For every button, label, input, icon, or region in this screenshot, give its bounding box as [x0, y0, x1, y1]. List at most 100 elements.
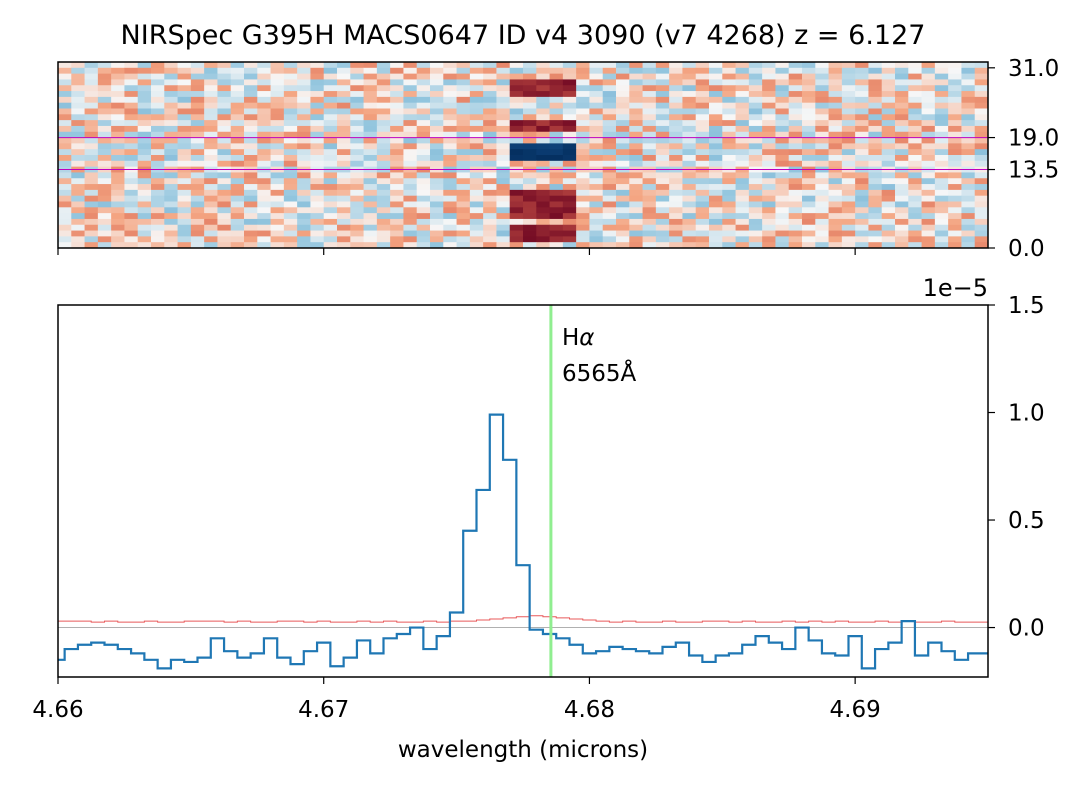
- heatmap-cell: [921, 91, 936, 98]
- heatmap-cell: [204, 79, 218, 86]
- heatmap-cell: [350, 114, 364, 121]
- heatmap-cell: [695, 236, 710, 243]
- heatmap-cell: [629, 155, 643, 162]
- heatmap-cell: [430, 143, 444, 150]
- heatmap-cell: [815, 108, 829, 115]
- heatmap-cell: [363, 213, 378, 220]
- heatmap-cell: [815, 207, 829, 214]
- heatmap-cell: [337, 137, 351, 144]
- heatmap-cell: [151, 236, 165, 243]
- heatmap-cell: [735, 172, 750, 179]
- heatmap-cell: [297, 125, 311, 133]
- heatmap-cell: [270, 218, 285, 226]
- heatmap-cell: [655, 62, 670, 69]
- heatmap-cell: [257, 114, 271, 121]
- heatmap-cell: [230, 85, 245, 92]
- heatmap-cell: [97, 155, 112, 162]
- heatmap-cell: [270, 207, 285, 214]
- heatmap-cell: [390, 189, 404, 197]
- heatmap-cell: [58, 85, 72, 92]
- heatmap-cell: [629, 149, 643, 156]
- heatmap-cell: [97, 79, 112, 86]
- heatmap-cell: [416, 108, 431, 115]
- heatmap-cell: [297, 102, 311, 109]
- heatmap-cell: [496, 62, 511, 69]
- heatmap-cell: [855, 120, 869, 127]
- heatmap-cell: [190, 91, 205, 98]
- heatmap-cell: [948, 67, 962, 75]
- heatmap-cell: [576, 108, 590, 115]
- heatmap-cell: [921, 178, 936, 185]
- heatmap-cell: [855, 131, 869, 138]
- heatmap-cell: [948, 91, 962, 98]
- heatmap-cell: [310, 125, 325, 133]
- heatmap-cell: [390, 73, 404, 80]
- heatmap-cell: [283, 242, 298, 249]
- heatmap-cell: [762, 201, 776, 208]
- heatmap-cell: [376, 131, 391, 138]
- heatmap-cell: [164, 242, 178, 249]
- heatmap-cell: [602, 114, 617, 121]
- heatmap-cell: [244, 160, 258, 168]
- heatmap-cell: [323, 189, 338, 197]
- heatmap-cell: [775, 242, 790, 249]
- heatmap-cell: [695, 67, 710, 75]
- heatmap-cell: [828, 125, 843, 133]
- heatmap-cell: [828, 178, 843, 185]
- heatmap-cell: [151, 242, 165, 249]
- heatmap-cell: [841, 224, 856, 231]
- heatmap-cell: [921, 189, 936, 197]
- heatmap-cell: [111, 85, 125, 92]
- heatmap-cell: [297, 108, 311, 115]
- heatmap-cell: [257, 155, 271, 162]
- heatmap-cell: [549, 108, 564, 115]
- heatmap-cell: [58, 73, 72, 80]
- heatmap-cell: [828, 62, 843, 69]
- heatmap-cell: [908, 149, 922, 156]
- heatmap-cell: [137, 201, 152, 208]
- heatmap-cell: [58, 178, 72, 185]
- heatmap-cell: [735, 149, 750, 156]
- heatmap-cell: [562, 79, 577, 86]
- heatmap-cell: [855, 218, 869, 226]
- heatmap-cell: [695, 155, 710, 162]
- heatmap-cell: [802, 85, 816, 92]
- heatmap-cell: [775, 114, 790, 121]
- heatmap-cell: [629, 114, 643, 121]
- heatmap-cell: [828, 160, 843, 168]
- heatmap-cell: [164, 62, 178, 69]
- spectrum-x-tick-label: 4.67: [298, 697, 349, 723]
- heatmap-cell: [496, 67, 511, 75]
- heatmap-cell: [828, 67, 843, 75]
- heatmap-cell: [921, 195, 936, 202]
- heatmap-cell: [948, 137, 962, 144]
- heatmap-cell: [177, 189, 192, 197]
- heatmap-cell: [815, 91, 829, 98]
- heatmap-cell: [151, 96, 165, 104]
- heatmap-cell: [137, 79, 152, 86]
- heatmap-cell: [297, 120, 311, 127]
- heatmap-cell: [762, 108, 776, 115]
- heatmap-cell: [576, 120, 590, 127]
- heatmap-cell: [244, 155, 258, 162]
- heatmap-cell: [270, 143, 285, 150]
- heatmap-cell: [934, 108, 949, 115]
- heatmap-cell: [151, 155, 165, 162]
- heatmap-cell: [416, 242, 431, 249]
- heatmap-cell: [576, 230, 590, 237]
- heatmap-cell: [682, 91, 697, 98]
- heatmap-cell: [868, 91, 883, 98]
- heatmap-cell: [908, 125, 922, 133]
- heatmap-cell: [310, 172, 325, 179]
- heatmap-cell: [84, 195, 99, 202]
- heatmap-cell: [549, 184, 564, 191]
- heatmap-cell: [363, 195, 378, 202]
- heatmap-cell: [164, 207, 178, 214]
- heatmap-cell: [908, 102, 922, 109]
- heatmap-cell: [323, 178, 338, 185]
- heatmap-cell: [562, 108, 577, 115]
- heatmap-cell: [629, 218, 643, 226]
- heatmap-cell: [456, 195, 471, 202]
- heatmap-cell: [71, 184, 85, 191]
- heatmap-cell: [722, 85, 736, 92]
